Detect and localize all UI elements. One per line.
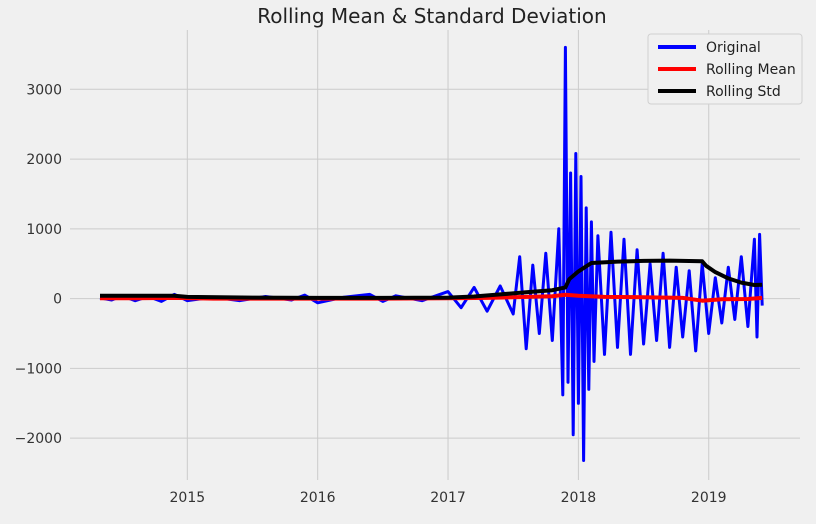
x-tick-label: 2019: [691, 490, 727, 506]
x-tick-label: 2016: [300, 490, 336, 506]
x-tick-label: 2018: [561, 490, 597, 506]
y-tick-label: 0: [53, 292, 62, 308]
legend-label: Rolling Std: [706, 84, 781, 100]
x-tick-label: 2017: [430, 490, 466, 506]
chart-title: Rolling Mean & Standard Deviation: [257, 4, 606, 28]
legend-label: Original: [706, 40, 761, 56]
y-tick-label: −2000: [15, 431, 62, 447]
legend: Original Rolling Mean Rolling Std: [648, 34, 802, 104]
legend-label: Rolling Mean: [706, 62, 796, 78]
y-tick-label: −1000: [15, 361, 62, 377]
y-tick-label: 2000: [26, 152, 62, 168]
y-tick-label: 3000: [26, 82, 62, 98]
y-tick-label: 1000: [26, 222, 62, 238]
x-tick-label: 2015: [170, 490, 206, 506]
